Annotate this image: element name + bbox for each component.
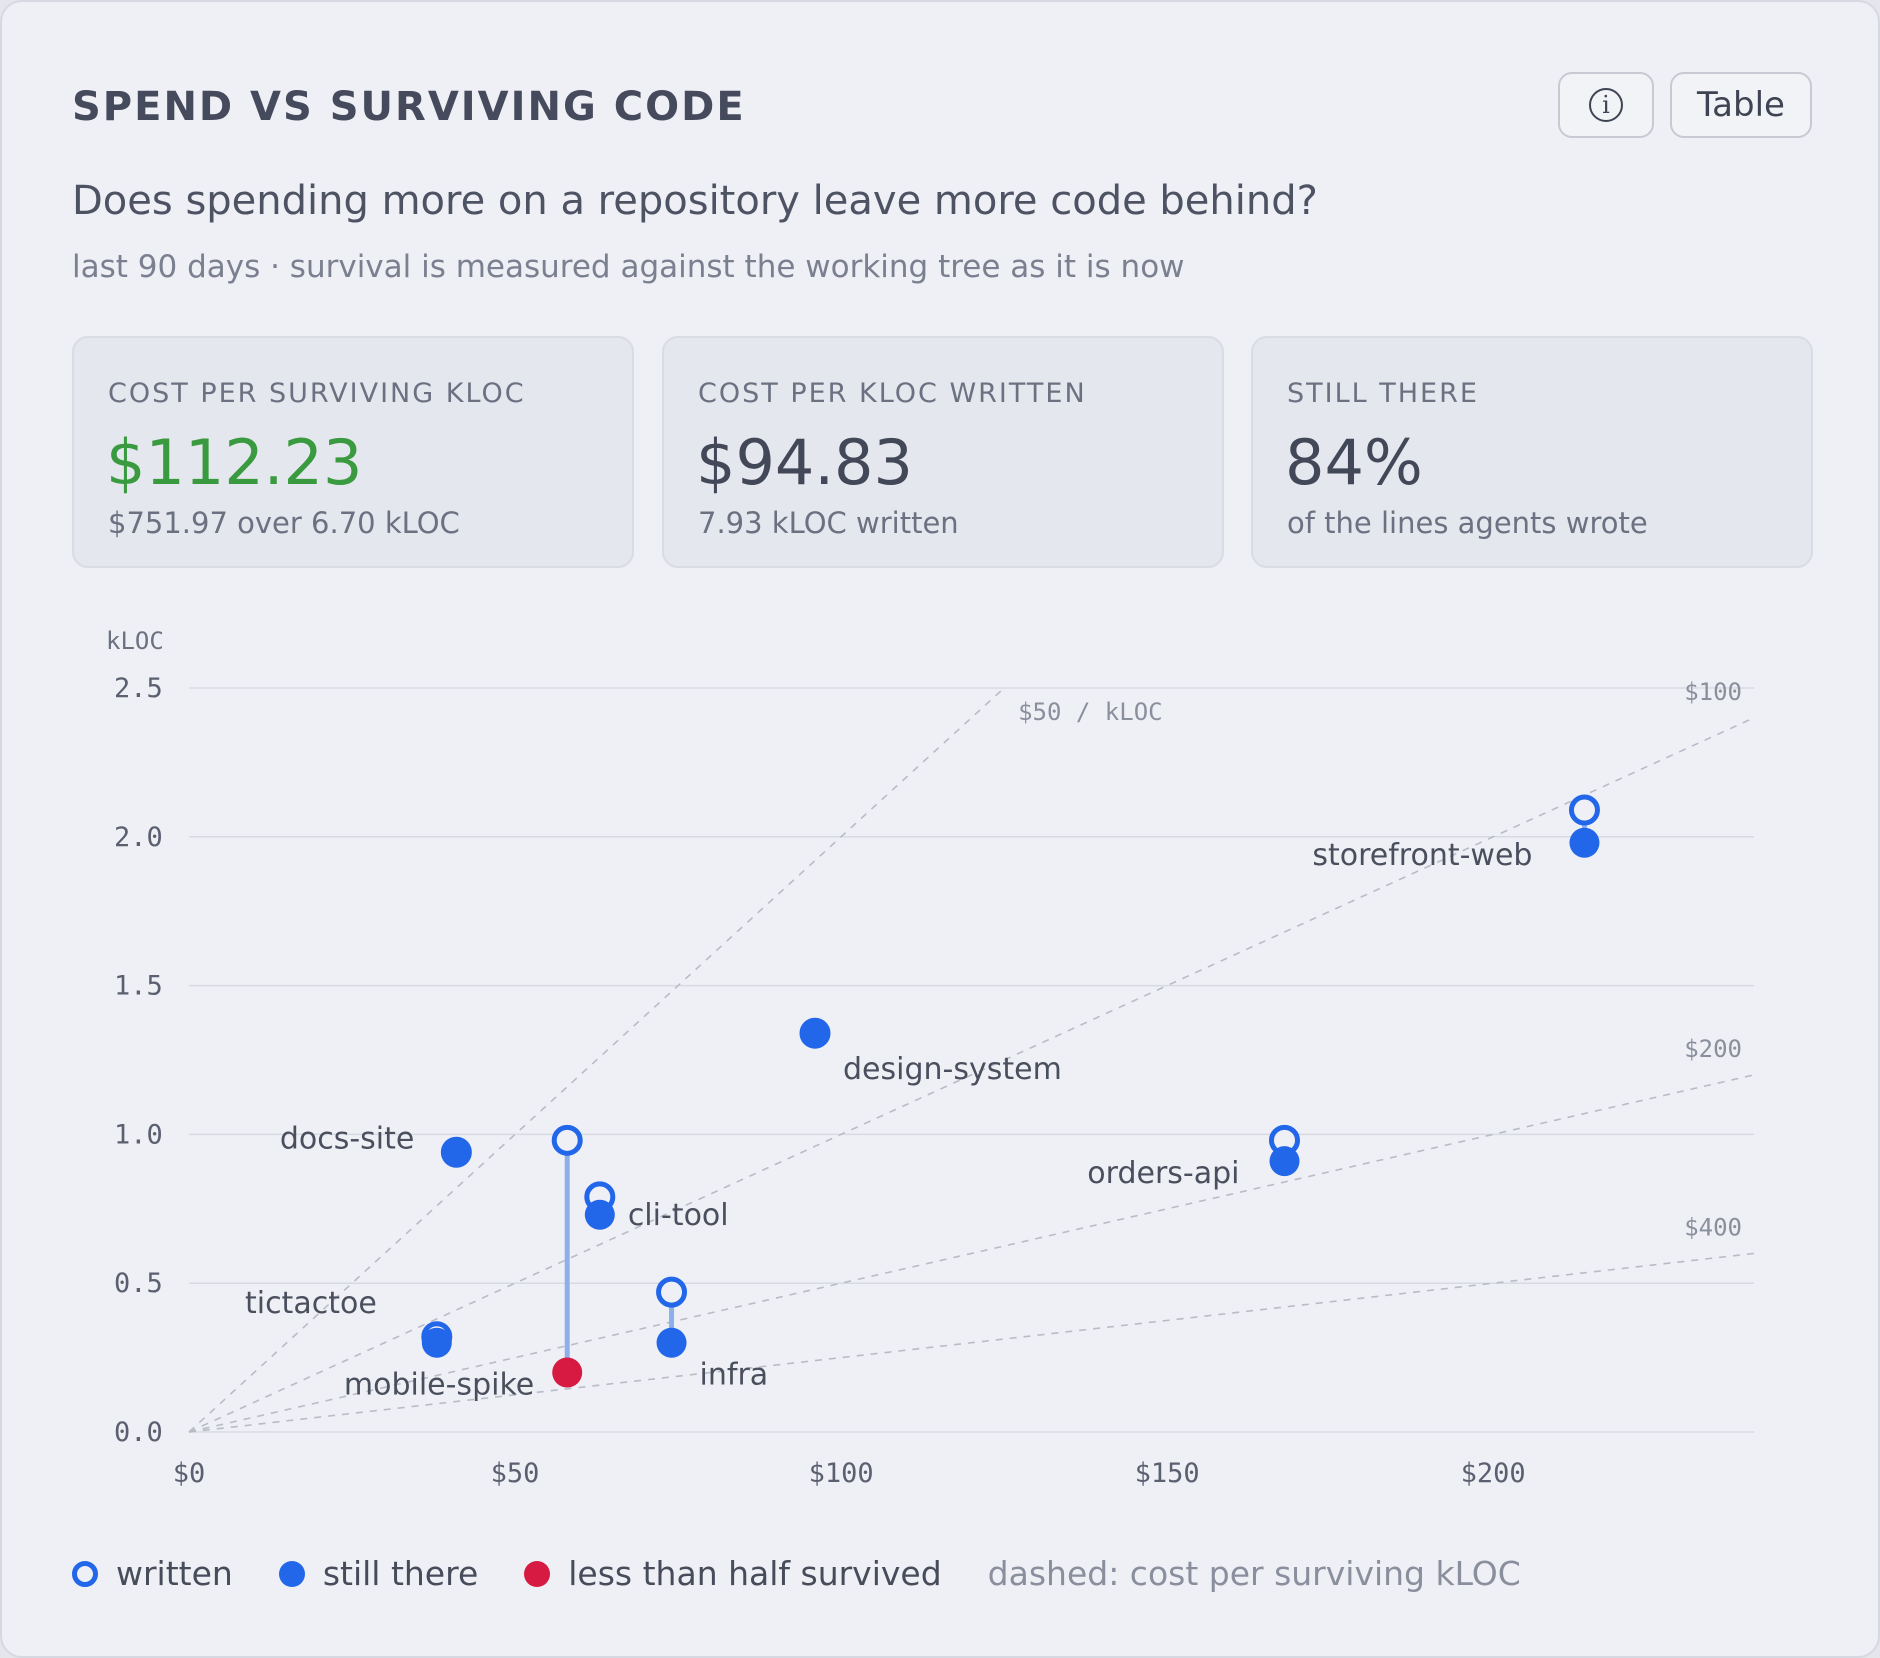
- surviving-point: [421, 1327, 452, 1358]
- point-label: infra: [700, 1358, 769, 1393]
- kpi-label: COST PER KLOC WRITTEN: [698, 378, 1087, 409]
- kpi-still-there: STILL THERE 84% of the lines agents wrot…: [1251, 336, 1813, 568]
- dot-marker-icon: [278, 1560, 305, 1587]
- surviving-point: [584, 1199, 615, 1230]
- x-tick-label: $200: [1461, 1458, 1526, 1489]
- kpi-note: 7.93 kLOC written: [698, 506, 959, 540]
- kpi-value: $112.23: [106, 426, 363, 499]
- legend-item-less-than-half: less than half survived: [524, 1554, 942, 1593]
- red-dot-marker-icon: [524, 1560, 551, 1587]
- kpi-label: STILL THERE: [1287, 378, 1479, 409]
- info-button[interactable]: i: [1558, 72, 1654, 138]
- kpi-label: COST PER SURVIVING KLOC: [108, 378, 526, 409]
- point-label: mobile-spike: [344, 1367, 534, 1402]
- kpi-value: $94.83: [696, 426, 913, 499]
- x-tick-label: $100: [809, 1458, 874, 1489]
- x-tick-label: $0: [173, 1458, 206, 1489]
- reference-line-label: $200: [1684, 1035, 1742, 1063]
- legend-label: written: [116, 1554, 233, 1593]
- reference-line-label: $50 / kLOC: [1018, 698, 1163, 726]
- table-button[interactable]: Table: [1670, 72, 1812, 138]
- x-tick-label: $150: [1135, 1458, 1200, 1489]
- kpi-cost-per-kloc-written: COST PER KLOC WRITTEN $94.83 7.93 kLOC w…: [662, 336, 1224, 568]
- surviving-point: [552, 1357, 583, 1388]
- legend-label: less than half survived: [568, 1554, 942, 1593]
- reference-line: [188, 717, 1755, 1433]
- kpi-value: 84%: [1285, 426, 1423, 499]
- point-label: tictactoe: [245, 1286, 377, 1321]
- card-title: SPEND VS SURVIVING CODE: [72, 84, 746, 130]
- y-axis-label: kLOC: [106, 627, 164, 655]
- point-label: cli-tool: [628, 1198, 729, 1233]
- point-label: design-system: [843, 1052, 1062, 1087]
- ring-marker-icon: [72, 1560, 98, 1587]
- legend-item-written: written: [72, 1554, 233, 1593]
- surviving-point: [1269, 1146, 1300, 1177]
- reference-line-label: $400: [1684, 1213, 1742, 1241]
- info-icon: i: [1589, 88, 1623, 122]
- point-label: storefront-web: [1312, 838, 1532, 873]
- reference-line: [188, 687, 1005, 1433]
- card-caption: last 90 days · survival is measured agai…: [72, 249, 1185, 285]
- y-tick-label: 2.5: [114, 673, 163, 704]
- kpi-cost-per-surviving-kloc: COST PER SURVIVING KLOC $112.23 $751.97 …: [72, 336, 634, 568]
- surviving-point: [441, 1137, 472, 1168]
- surviving-point: [656, 1327, 687, 1358]
- point-label: orders-api: [1087, 1156, 1239, 1191]
- reference-line-label: $100: [1684, 678, 1742, 706]
- point-label: docs-site: [280, 1121, 415, 1156]
- legend-item-still-there: still there: [278, 1554, 479, 1593]
- legend-label: still there: [322, 1554, 479, 1593]
- surviving-point: [800, 1018, 830, 1049]
- written-point: [1568, 794, 1600, 826]
- y-tick-label: 1.5: [114, 971, 163, 1002]
- kpi-note: $751.97 over 6.70 kLOC: [108, 506, 460, 540]
- reference-line: [188, 1074, 1755, 1433]
- surviving-point: [1569, 827, 1600, 858]
- card-subtitle: Does spending more on a repository leave…: [72, 178, 1318, 224]
- y-tick-label: 1.0: [114, 1119, 163, 1150]
- legend-note: dashed: cost per surviving kLOC: [987, 1554, 1521, 1593]
- chart-legend: written still there less than half survi…: [72, 1554, 1521, 1593]
- kpi-note: of the lines agents wrote: [1287, 506, 1648, 540]
- written-point: [551, 1124, 583, 1156]
- written-point: [656, 1276, 688, 1308]
- x-tick-label: $50: [491, 1458, 540, 1489]
- reference-line: [188, 1252, 1755, 1433]
- y-tick-label: 0.0: [114, 1417, 163, 1448]
- y-tick-label: 0.5: [114, 1268, 163, 1299]
- y-tick-label: 2.0: [114, 822, 163, 853]
